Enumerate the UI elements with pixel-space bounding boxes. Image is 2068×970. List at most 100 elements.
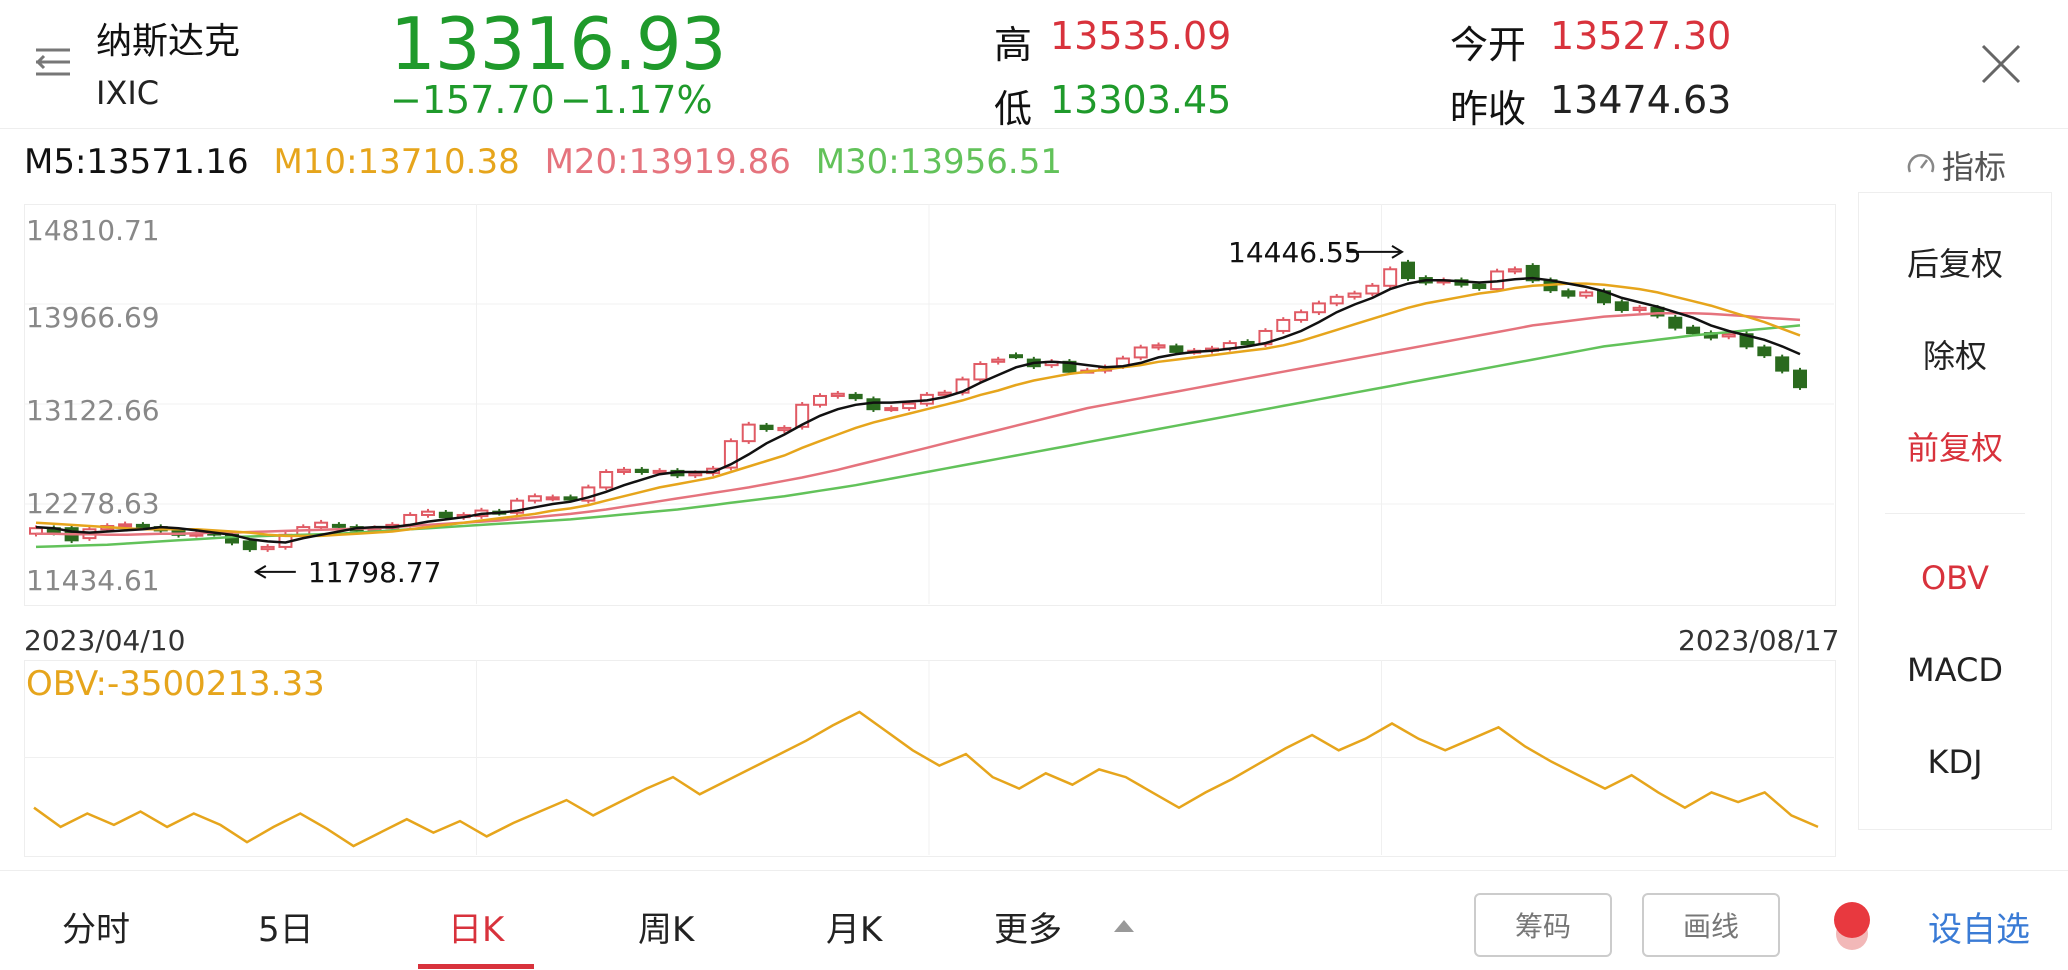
candle-body — [973, 363, 988, 381]
candle-body — [1507, 268, 1522, 273]
kline-chart[interactable]: 14810.71 13966.69 13122.66 12278.63 11434.61… — [24, 204, 1834, 604]
candle-body — [1294, 311, 1309, 321]
candle-body — [1686, 326, 1701, 335]
ma10-label: M10:13710.38 — [273, 142, 520, 182]
current-price: 13316.93 — [390, 2, 727, 86]
candle-body — [1668, 316, 1683, 329]
candle-body — [1757, 346, 1772, 357]
ma30-label: M30:13956.51 — [815, 142, 1062, 182]
low-label: 低 — [994, 87, 1033, 131]
caret-up-icon[interactable] — [1112, 918, 1136, 934]
candle-body — [260, 545, 275, 551]
candle-body — [135, 523, 150, 529]
candle-body — [1401, 261, 1415, 280]
side-item-ex-rights[interactable]: 除权 — [1922, 337, 1987, 375]
candle-body — [1472, 283, 1487, 289]
menu-icon[interactable] — [30, 40, 76, 86]
obv-chart[interactable] — [24, 660, 1834, 855]
candle-body — [599, 470, 614, 489]
add-favorite-button[interactable]: 设自选 — [1928, 910, 2030, 950]
candle-body — [1240, 340, 1255, 346]
obv-label: OBV:-3500213.33 — [26, 664, 325, 704]
candle-body — [1383, 268, 1398, 287]
close-icon — [1981, 44, 2021, 84]
ma30-line — [35, 324, 1801, 549]
candle-body — [331, 523, 346, 528]
candle-body — [1614, 301, 1629, 312]
indicator-label: 指标 — [1942, 148, 2007, 186]
side-panel: 后复权 除权 前复权 OBV MACD KDJ — [1858, 192, 2052, 830]
tab-5day[interactable]: 5日 — [258, 910, 314, 950]
tab-monthly-k[interactable]: 月K — [826, 910, 883, 950]
candle-body — [902, 402, 917, 410]
candle-body — [1775, 356, 1790, 372]
end-date: 2023/08/17 — [1678, 624, 1840, 657]
prev-close-label: 昨收 — [1450, 87, 1527, 131]
candle-body — [438, 511, 453, 519]
index-name: 纳斯达克 — [96, 21, 241, 62]
side-item-before-adjust[interactable]: 前复权 — [1906, 429, 2003, 467]
side-item-obv[interactable]: OBV — [1920, 559, 1990, 597]
start-date: 2023/04/10 — [24, 624, 186, 657]
ma10-line — [35, 282, 1801, 538]
active-tab-indicator — [418, 964, 534, 969]
side-item-kdj[interactable]: KDJ — [1927, 743, 1983, 781]
candle-body — [1561, 290, 1576, 297]
candle-body — [1311, 302, 1326, 314]
candle-body — [688, 472, 703, 477]
ma5-line — [35, 276, 1801, 544]
high-arrow-head — [1391, 245, 1404, 259]
candle-body — [777, 426, 792, 432]
candle-body — [242, 540, 257, 551]
tab-daily-k[interactable]: 日K — [448, 910, 505, 950]
candle-body — [118, 523, 133, 528]
candle-body — [1365, 284, 1380, 295]
prev-close-value: 13474.63 — [1550, 78, 1732, 122]
price-change: −157.70 — [390, 78, 555, 122]
close-button[interactable] — [1975, 38, 2027, 90]
draw-line-button[interactable]: 画线 — [1642, 893, 1780, 957]
price-change-pct: −1.17% — [560, 78, 713, 122]
ma20-label: M20:13919.86 — [544, 142, 791, 182]
candle-body — [830, 392, 845, 397]
ma20-line — [36, 312, 1801, 537]
candle-body — [1169, 345, 1184, 353]
obv-line — [33, 710, 1819, 848]
candle-body — [634, 468, 649, 473]
low-value: 13303.45 — [1050, 78, 1232, 122]
y-tick-label: 12278.63 — [26, 487, 160, 520]
candle-body — [1009, 354, 1023, 359]
candle-body — [1347, 292, 1362, 298]
candle-body — [421, 510, 435, 516]
ma5-label: M5:13571.16 — [24, 142, 249, 182]
index-code: IXIC — [96, 74, 160, 112]
candle-body — [795, 403, 810, 428]
candle-body — [1721, 333, 1736, 338]
candle-body — [314, 521, 329, 529]
bottom-divider — [0, 870, 2068, 871]
candle-body — [1276, 318, 1291, 332]
tab-more[interactable]: 更多 — [994, 910, 1062, 950]
gauge-icon — [1907, 154, 1935, 173]
record-dot-icon[interactable] — [1820, 890, 1884, 954]
tab-weekly-k[interactable]: 周K — [638, 910, 695, 950]
y-tick-label: 14810.71 — [26, 214, 160, 247]
side-divider — [1885, 513, 2025, 514]
candle-body — [723, 440, 738, 469]
chip-distribution-button[interactable]: 筹码 — [1474, 893, 1612, 957]
y-tick-label: 11434.61 — [26, 564, 160, 597]
candle-body — [617, 468, 631, 473]
side-item-macd[interactable]: MACD — [1907, 651, 2003, 689]
indicator-button[interactable]: 指标 — [1906, 142, 2006, 188]
candle-body — [741, 423, 756, 443]
candle-body — [937, 391, 952, 396]
candle-body — [1793, 369, 1807, 389]
tab-intraday[interactable]: 分时 — [62, 910, 130, 950]
y-tick-label: 13122.66 — [26, 394, 160, 427]
high-label: 高 — [994, 23, 1033, 67]
candle-body — [1525, 264, 1540, 282]
high-value: 13535.09 — [1050, 14, 1232, 58]
ma-legend: M5:13571.16 M10:13710.38 M20:13919.86 M3… — [24, 142, 1076, 182]
candle-body — [884, 407, 899, 412]
side-item-after-adjust[interactable]: 后复权 — [1906, 245, 2003, 283]
